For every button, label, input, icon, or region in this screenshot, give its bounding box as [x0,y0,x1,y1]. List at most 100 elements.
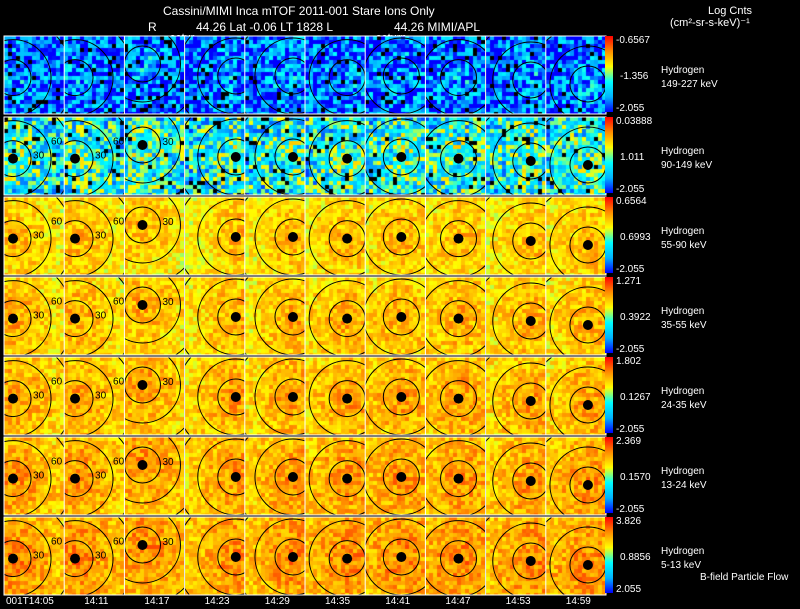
contour-ring [254,358,306,435]
spectrogram-panel [305,36,365,114]
saturn-marker [525,316,536,326]
contour-ring [274,138,306,176]
row-energy-label: 149-227 keV [661,79,718,90]
contour-ring [549,286,606,355]
time-tick-label: 14:47 [445,596,471,607]
contour-ring [64,440,114,515]
contour-ring [197,118,245,195]
time-tick-label: 14:41 [385,596,411,607]
contour-ring [382,378,420,416]
contour-ring [4,39,52,114]
saturn-marker [396,312,407,322]
colorbar-max: 2.369 [616,436,642,447]
contour-label: 30 [95,551,107,562]
colorbar-max: 1.271 [616,276,642,287]
saturn-marker [287,472,298,482]
contour-ring [64,360,114,435]
contour-label: 60 [51,297,63,308]
saturn-marker [287,152,298,162]
contour-ring [328,59,366,97]
saturn-marker [525,236,536,246]
contour-ring [308,440,366,515]
geo-tail: 44.26 MIMI/APL [394,20,481,34]
contour-ring [382,138,420,176]
time-tick-label: 001T14:05 [6,596,54,607]
saturn-marker [453,153,464,164]
contour-label: 60 [113,137,125,148]
saturn-marker [8,313,19,324]
contour-ring [217,218,245,256]
contour-label: 30 [95,151,107,162]
colorbar-max: -0.6567 [616,35,650,46]
contour-label: 30 [95,471,107,482]
colorbar [605,357,613,433]
contour-ring [274,378,306,416]
time-tick-label: 14:53 [505,596,531,607]
contour-ring [217,138,245,176]
contour-ring [197,198,245,275]
contour-ring [485,36,491,42]
time-tick-label: 14:11 [84,596,109,607]
contour-ring [425,360,486,435]
saturn-marker [342,153,353,164]
contour-label: 60 [113,377,125,388]
spectrogram-panel [485,36,546,114]
colorbar [605,117,613,193]
row-species-label: Hydrogen [661,146,705,157]
contour-ring [549,526,606,595]
contour-ring [197,358,245,435]
saturn-marker [582,480,593,490]
contour-ring [382,57,420,95]
contour-ring [254,518,306,595]
contour-label: 30 [162,377,174,388]
contour-label: 30 [162,217,174,228]
contour-ring [512,302,546,340]
contour-ring [549,126,606,195]
saturn-marker [453,313,464,324]
row-energy-label: 24-35 keV [661,400,707,411]
contour-ring [492,282,546,355]
time-tick-label: 14:29 [264,596,290,607]
contour-ring [124,117,181,184]
saturn-marker [525,476,536,486]
saturn-marker [396,552,407,562]
contour-ring [64,39,114,114]
saturn-marker [8,473,19,484]
saturn-marker [137,540,148,550]
spectrogram-panel [545,117,606,195]
contour-ring [4,460,32,498]
spectrogram-panel [485,277,546,355]
contour-ring [4,360,52,435]
colorbar-max: 3.826 [616,516,642,527]
time-tick-label: 14:35 [325,596,351,607]
spectrogram-panel [545,36,606,114]
saturn-marker [287,392,298,402]
contour-label: 30 [95,391,107,402]
contour-ring [274,218,306,256]
saturn-marker [230,552,241,562]
contour-label: 30 [162,297,174,308]
saturn-marker [70,233,81,244]
contour-label: 60 [113,457,125,468]
contour-ring [244,36,249,114]
saturn-marker [453,393,464,404]
contour-ring [4,120,52,195]
contour-ring [492,202,546,275]
colorbar-min: -2.055 [616,264,645,275]
contour-ring [365,37,426,114]
contour-label: 30 [33,471,45,482]
contour-ring [274,298,306,336]
time-tick-label: 14:59 [565,596,591,607]
spectrogram-panel [305,517,365,595]
contour-label: 30 [33,231,45,242]
contour-ring [440,220,478,258]
contour-ring [512,542,546,580]
contour-ring [4,280,52,355]
contour-ring [217,298,245,336]
contour-ring [4,59,32,97]
saturn-marker [230,472,241,482]
contour-ring [549,45,606,114]
contour-ring [308,39,366,114]
saturn-marker [342,393,353,404]
